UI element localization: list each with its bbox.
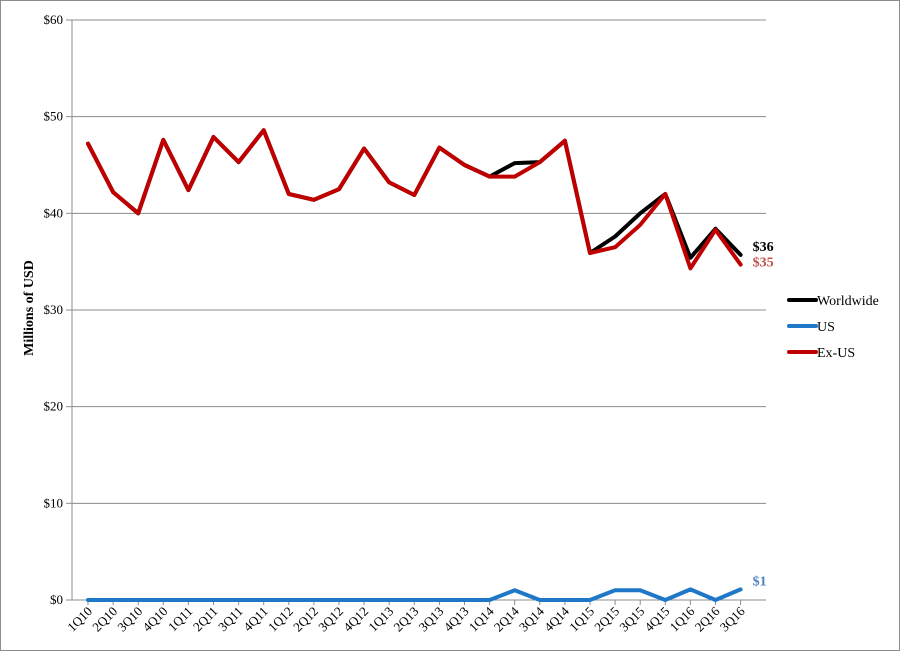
end-label-ex-us: $35 (753, 256, 774, 271)
x-tick-label: 3Q10 (114, 604, 145, 635)
x-tick-label: 4Q14 (541, 603, 572, 634)
y-axis-ticks: $0 $10 $20 $30 $40 $50 $60 (44, 12, 64, 607)
x-tick-label: 1Q13 (365, 604, 396, 635)
legend-label-ex-us: Ex-US (817, 346, 855, 361)
x-tick-label: 1Q10 (64, 604, 95, 635)
x-tick-label: 3Q14 (516, 603, 547, 634)
legend-label-us: US (817, 320, 835, 335)
y-tick-label: $10 (44, 495, 64, 510)
x-tick-label: 1Q14 (466, 603, 497, 634)
x-tick-label: 2Q12 (290, 604, 321, 635)
series-line-ex-us (86, 128, 743, 271)
y-tick-label: $20 (44, 399, 64, 414)
x-tick-label: 2Q15 (591, 604, 622, 635)
y-tick-label: $30 (44, 302, 64, 317)
x-tick-label: 4Q10 (139, 604, 170, 635)
y-tick-label: $60 (44, 12, 64, 27)
legend-label-worldwide: Worldwide (817, 294, 879, 309)
x-tick-label: 1Q11 (165, 604, 196, 635)
y-tick-label: $50 (44, 109, 64, 124)
x-tick-label: 1Q12 (265, 604, 296, 635)
x-tick-label: 1Q16 (666, 603, 697, 634)
x-tick-label: 2Q14 (491, 603, 522, 634)
end-label-us: $1 (753, 574, 767, 589)
x-tick-label: 4Q11 (240, 604, 271, 635)
gridlines (66, 19, 766, 601)
x-tick-label: 4Q13 (441, 604, 472, 635)
x-tick-label: 4Q12 (340, 604, 371, 635)
legend: Worldwide US Ex-US (787, 294, 879, 361)
x-tick-label: 2Q10 (89, 604, 120, 635)
x-tick-label: 3Q11 (215, 604, 246, 635)
x-tick-label: 3Q13 (415, 604, 446, 635)
x-tick-label: 3Q12 (315, 604, 346, 635)
x-tick-label: 1Q15 (566, 604, 597, 635)
x-axis-ticks: 1Q102Q103Q104Q101Q112Q113Q114Q111Q122Q12… (64, 600, 748, 635)
x-tick-label: 2Q13 (390, 604, 421, 635)
y-tick-label: $0 (50, 592, 63, 607)
series-lines (86, 128, 743, 602)
x-tick-label: 2Q16 (692, 603, 723, 634)
y-tick-label: $40 (44, 205, 64, 220)
y-axis-label: Millions of USD (22, 260, 37, 356)
series-end-labels: $36 $1 $35 (753, 240, 774, 589)
x-tick-label: 2Q11 (190, 604, 221, 635)
x-tick-label: 3Q15 (616, 604, 647, 635)
x-tick-label: 4Q15 (641, 604, 672, 635)
end-label-worldwide: $36 (753, 240, 774, 255)
x-tick-label: 3Q16 (717, 603, 748, 634)
series-line-us (86, 587, 743, 602)
